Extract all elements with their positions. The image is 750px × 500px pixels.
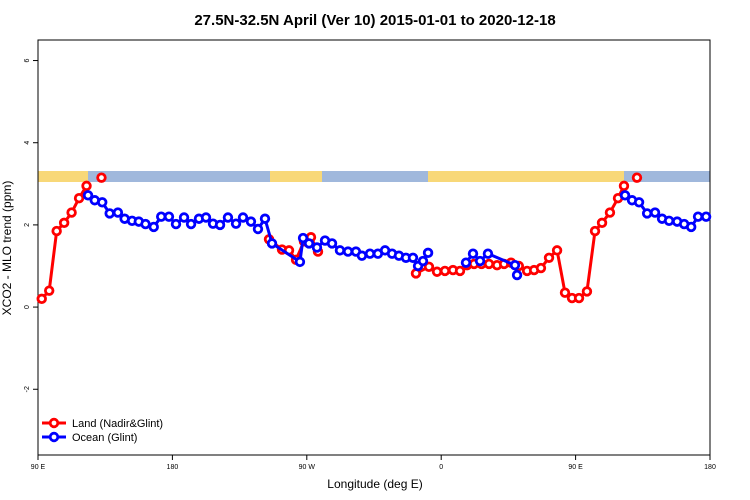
- y-tick-label: 2: [24, 223, 31, 227]
- data-point: [454, 265, 466, 277]
- x-tick-label: 0: [439, 464, 443, 471]
- data-point: [185, 218, 197, 230]
- data-point: [663, 215, 675, 226]
- data-point: [178, 212, 190, 223]
- data-point: [140, 218, 151, 230]
- data-point: [326, 238, 338, 249]
- data-point: [58, 217, 70, 229]
- data-point: [573, 292, 585, 304]
- data-point: [641, 208, 653, 219]
- data-point: [551, 245, 563, 256]
- data-point: [356, 250, 368, 261]
- data-point: [245, 216, 257, 227]
- x-axis-label: Longitude (deg E): [327, 477, 422, 491]
- data-point: [581, 286, 593, 297]
- data-point: [163, 211, 175, 222]
- ocean-strip: [38, 171, 710, 182]
- data-point: [439, 265, 451, 277]
- data-point: [423, 261, 435, 273]
- data-point: [170, 218, 182, 230]
- x-tick-label: 90 E: [568, 464, 583, 471]
- data-point: [483, 258, 495, 270]
- data-point: [460, 257, 472, 268]
- data-point: [81, 180, 92, 192]
- data-point: [619, 190, 631, 201]
- land-strip: [38, 171, 88, 182]
- land-mask-strip: [38, 171, 710, 182]
- legend-label: Land (Nadir&Glint): [72, 418, 163, 430]
- data-point: [51, 225, 62, 237]
- legend-marker: [48, 417, 60, 429]
- data-point: [649, 207, 661, 218]
- data-point: [237, 212, 249, 223]
- data-point: [509, 259, 521, 271]
- data-point: [685, 221, 697, 233]
- data-point: [36, 293, 47, 305]
- data-point: [596, 217, 608, 229]
- data-point: [73, 192, 85, 204]
- data-point: [82, 190, 94, 201]
- data-point: [431, 266, 443, 277]
- data-point: [604, 207, 616, 218]
- land-strip: [428, 171, 624, 182]
- data-point: [407, 252, 419, 263]
- data-point: [294, 256, 306, 268]
- data-point: [230, 218, 242, 229]
- y-tick-label: 0: [24, 305, 31, 309]
- data-point: [589, 225, 601, 237]
- data-point: [334, 245, 346, 256]
- data-point: [692, 211, 704, 222]
- data-point: [200, 212, 212, 223]
- x-tick-label: 180: [704, 464, 716, 471]
- data-point: [259, 213, 271, 224]
- data-point: [214, 219, 226, 231]
- data-point: [700, 211, 712, 222]
- data-point: [633, 197, 645, 208]
- data-point: [417, 255, 429, 267]
- legend: Land (Nadir&Glint) Ocean (Glint): [42, 417, 163, 444]
- data-point: [543, 252, 555, 263]
- data-point: [535, 262, 547, 274]
- data-point: [422, 247, 434, 259]
- data-point: [511, 269, 523, 281]
- data-point: [44, 285, 55, 296]
- data-point: [96, 172, 107, 183]
- y-tick-label: -2: [24, 386, 31, 392]
- x-tick-label: 90 E: [31, 464, 46, 471]
- data-point: [104, 208, 115, 219]
- plot-frame: [37, 39, 711, 456]
- y-axis-label: XCO2 - MLO trend (ppm): [0, 181, 14, 316]
- legend-marker: [48, 431, 60, 443]
- data-point: [631, 172, 643, 183]
- data-point: [474, 255, 486, 267]
- data-point: [467, 248, 479, 259]
- data-point: [364, 248, 376, 259]
- data-point: [303, 238, 315, 249]
- data-point: [222, 212, 234, 223]
- y-tick-label: 4: [24, 141, 31, 145]
- data-point: [148, 221, 159, 233]
- data-point: [66, 207, 77, 218]
- x-tick-label: 90 W: [299, 464, 316, 471]
- legend-label: Ocean (Glint): [72, 432, 137, 444]
- data-point: [618, 180, 630, 192]
- data-point: [112, 207, 124, 218]
- chart-title: 27.5N-32.5N April (Ver 10) 2015-01-01 to…: [194, 12, 555, 29]
- data-point: [252, 223, 264, 235]
- plot-area: [36, 172, 712, 305]
- y-tick-label: 6: [24, 58, 31, 62]
- data-point: [266, 238, 278, 249]
- data-point: [559, 287, 571, 298]
- x-tick-label: 180: [167, 464, 179, 471]
- data-point: [482, 248, 494, 259]
- data-point: [311, 242, 323, 253]
- data-point: [342, 246, 354, 257]
- data-point: [97, 197, 108, 208]
- land-strip: [270, 171, 322, 182]
- data-point: [297, 232, 309, 244]
